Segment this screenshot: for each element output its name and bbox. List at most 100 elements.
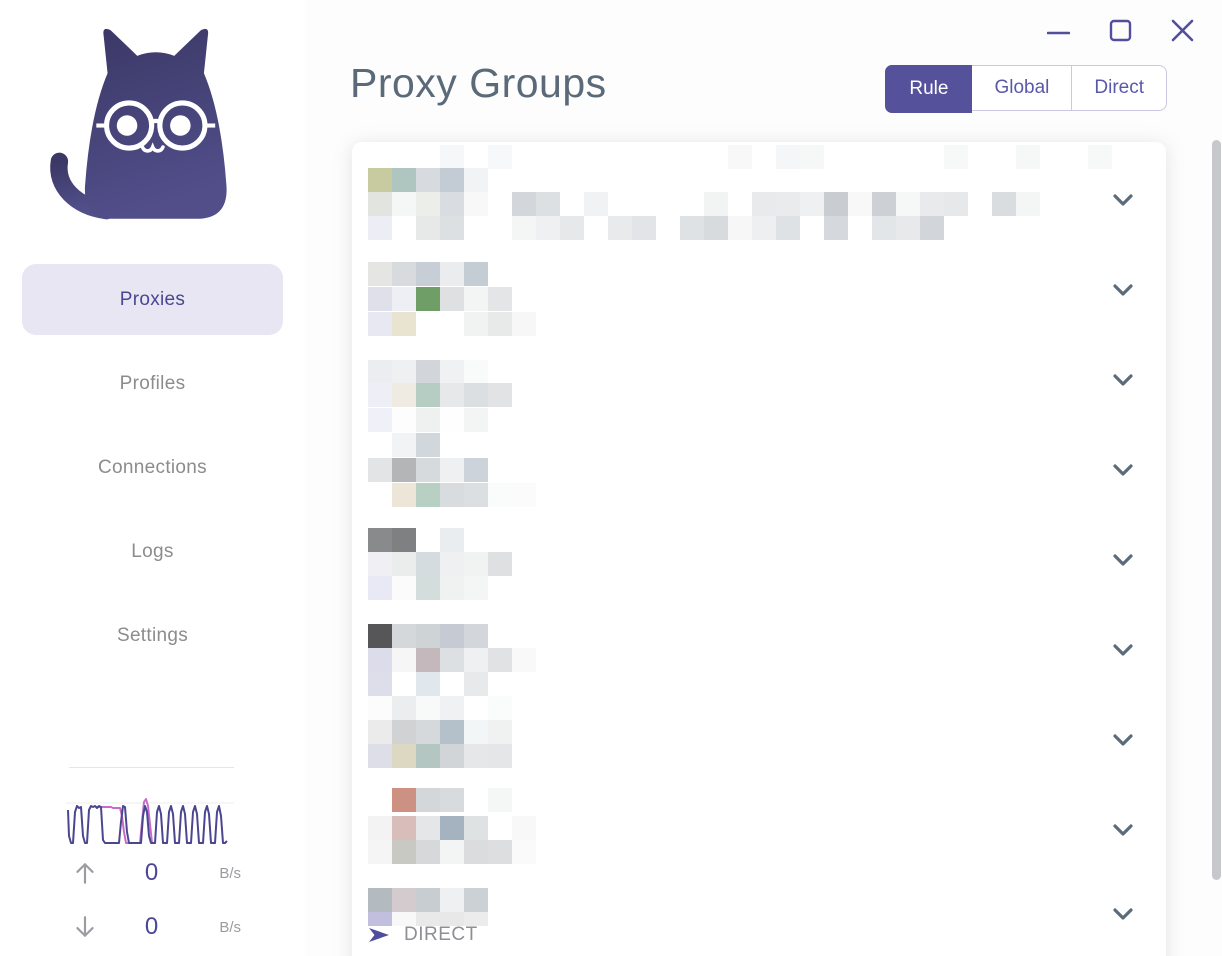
blurred-pixel-cell [440,216,464,240]
blurred-pixel-cell [440,262,464,286]
blurred-pixel-cell [416,216,440,240]
sidebar-item-settings[interactable]: Settings [116,624,189,646]
blurred-pixel-cell [392,816,416,840]
close-button[interactable] [1170,16,1194,44]
blurred-pixel-cell [440,720,464,744]
group-1-blurred-row [352,145,1166,169]
group-3-expand-button[interactable] [1112,372,1134,388]
blurred-pixel-cell [416,576,440,600]
blurred-pixel-cell [728,145,752,169]
blurred-pixel-cell [368,168,392,192]
blurred-pixel-cell [464,360,488,384]
group-2-expand-button[interactable] [1112,282,1134,298]
group-7-expand-button[interactable] [1112,732,1134,748]
mode-button-rule[interactable]: Rule [885,65,973,113]
group-1-blurred-row [352,168,1166,192]
blurred-pixel-cell [440,788,464,812]
blurred-pixel-cell [440,576,464,600]
group-2-blurred-row [352,287,1166,311]
blurred-pixel-cell [464,840,488,864]
blurred-pixel-cell [1088,145,1112,169]
blurred-pixel-cell [440,552,464,576]
blurred-pixel-cell [512,648,536,672]
blurred-pixel-cell [440,458,464,482]
chevron-down-icon [1113,734,1133,746]
proxy-option-direct[interactable]: DIRECT [368,921,478,949]
blurred-pixel-cell [464,383,488,407]
blurred-pixel-cell [728,216,752,240]
blurred-pixel-cell [416,672,440,696]
proxy-groups-card: DIRECT [352,142,1166,956]
scrollbar-thumb[interactable] [1212,140,1221,880]
blurred-pixel-cell [488,648,512,672]
blurred-pixel-cell [392,408,416,432]
group-3-blurred-row [352,383,1166,407]
blurred-pixel-cell [704,192,728,216]
sidebar-item-profiles[interactable]: Profiles [119,372,186,394]
blurred-pixel-cell [368,912,392,926]
mode-button-direct[interactable]: Direct [1094,77,1144,98]
group-8-blurred-row [352,788,1166,812]
blurred-pixel-cell [440,840,464,864]
blurred-pixel-cell [392,744,416,768]
blurred-pixel-cell [464,168,488,192]
blurred-pixel-cell [416,287,440,311]
group-8-expand-button[interactable] [1112,822,1134,838]
blurred-pixel-cell [464,672,488,696]
group-4-blurred-row [352,433,1166,457]
blurred-pixel-cell [368,552,392,576]
blurred-pixel-cell [440,888,464,912]
group-5-blurred-row [352,552,1166,576]
group-4-expand-button[interactable] [1112,462,1134,478]
blurred-pixel-cell [608,216,632,240]
blurred-pixel-cell [464,624,488,648]
blurred-pixel-cell [1016,192,1040,216]
blurred-pixel-cell [368,696,392,720]
blurred-pixel-cell [440,383,464,407]
blurred-pixel-cell [440,696,464,720]
blurred-pixel-cell [368,262,392,286]
cat-eye-left [116,115,138,136]
blurred-pixel-cell [368,458,392,482]
blurred-pixel-cell [368,287,392,311]
close-icon [1171,19,1193,41]
chevron-down-icon [1113,374,1133,386]
blurred-pixel-cell [488,788,512,812]
blurred-pixel-cell [368,816,392,840]
group-1-expand-button[interactable] [1112,192,1134,208]
blurred-pixel-cell [920,216,944,240]
blurred-pixel-cell [464,744,488,768]
blurred-pixel-cell [392,483,416,507]
blurred-pixel-cell [824,192,848,216]
blurred-pixel-cell [440,648,464,672]
blurred-pixel-cell [416,816,440,840]
blurred-pixel-cell [848,192,872,216]
mode-button-global[interactable]: Global [972,66,1073,110]
blurred-pixel-cell [896,216,920,240]
blurred-pixel-cell [392,888,416,912]
blurred-pixel-cell [488,145,512,169]
blurred-pixel-cell [392,648,416,672]
blurred-pixel-cell [392,624,416,648]
group-6-expand-button[interactable] [1112,642,1134,658]
sidebar-item-proxies[interactable]: Proxies [22,264,283,335]
blurred-pixel-cell [392,168,416,192]
group-6-blurred-row [352,624,1166,648]
blurred-pixel-cell [488,287,512,311]
blurred-pixel-cell [440,672,464,696]
sidebar-item-connections[interactable]: Connections [98,456,207,478]
blurred-pixel-cell [416,788,440,812]
blurred-pixel-cell [416,483,440,507]
blurred-pixel-cell [512,312,536,336]
group-9-blurred-row [352,912,1166,926]
maximize-button[interactable] [1108,16,1132,44]
group-9-expand-button[interactable] [1112,906,1134,922]
blurred-pixel-cell [416,648,440,672]
group-8-blurred-row [352,816,1166,840]
blurred-pixel-cell [488,720,512,744]
blurred-pixel-cell [416,360,440,384]
group-5-expand-button[interactable] [1112,552,1134,568]
blurred-pixel-cell [776,192,800,216]
minimize-button[interactable] [1046,16,1070,44]
sidebar-item-logs[interactable]: Logs [131,540,174,562]
